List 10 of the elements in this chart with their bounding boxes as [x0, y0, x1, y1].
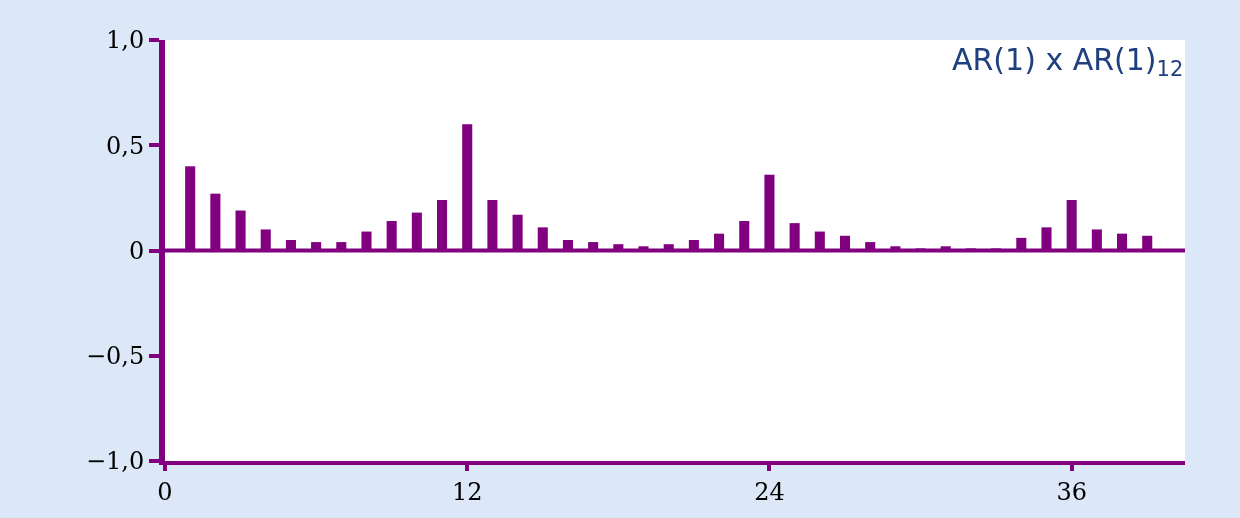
y-tick-label: 1,0	[106, 26, 145, 55]
x-tick-label: 0	[157, 477, 173, 506]
x-tick-label: 24	[754, 477, 785, 506]
y-tick-label: −0,5	[85, 342, 145, 371]
y-tick-label: −1,0	[85, 447, 145, 476]
y-tick-label: 0	[128, 236, 145, 265]
chart-title: AR(1) x AR(1)$_{12}$	[952, 42, 1184, 82]
x-tick-label: 36	[1056, 477, 1087, 506]
y-tick-label: 0,5	[106, 131, 145, 160]
x-tick-label: 12	[451, 477, 483, 506]
